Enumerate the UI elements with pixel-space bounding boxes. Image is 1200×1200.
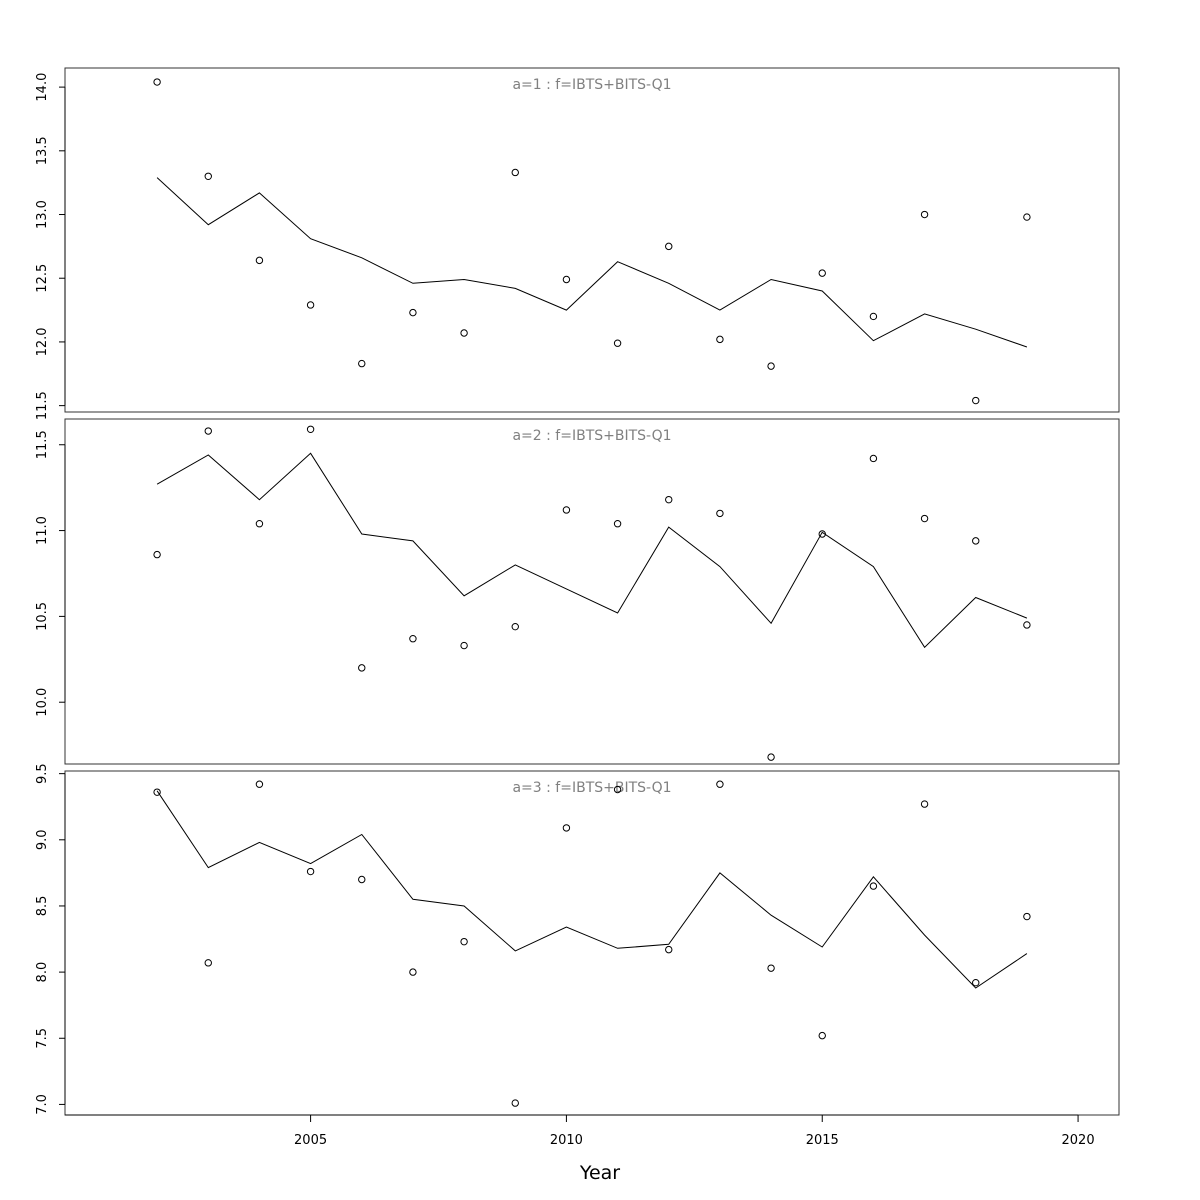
obs-point-1-2003 [204,172,212,180]
y-tick-label-1-2: 12.5 [35,264,50,293]
panel-frame-1 [64,67,1120,413]
y-tick-label-3-1: 7.5 [35,1028,50,1049]
obs-point-1-2002 [153,78,161,86]
obs-point-2-2012 [665,495,673,504]
y-tick-label-1-1: 12.0 [35,327,50,356]
obs-point-2-2006 [358,664,366,672]
obs-point-3-2002 [153,788,161,796]
obs-point-2-2016 [869,454,878,463]
obs-point-2-2013 [716,509,724,518]
obs-point-1-2015 [818,269,826,277]
obs-point-3-2010 [562,824,571,832]
obs-point-3-2007 [409,968,417,976]
obs-point-3-2004 [255,780,264,788]
fit-line-2 [156,452,1028,649]
y-tick-label-3-4: 9.0 [35,829,50,850]
y-tick-label-1-5: 14.0 [35,73,50,102]
panel-title-3: a=3 : f=IBTS+BITS-Q1 [512,780,671,796]
obs-point-2-2011 [613,520,622,528]
obs-point-3-2016 [869,882,878,890]
y-tick-label-3-5: 9.5 [35,763,50,784]
obs-point-1-2009 [511,168,519,177]
obs-point-3-2013 [716,780,724,788]
obs-point-1-2004 [255,256,264,265]
obs-point-1-2013 [716,335,724,344]
obs-point-2-2019 [1023,621,1031,629]
x-tick-label-2015: 2015 [806,1133,839,1148]
y-tick-label-1-3: 13.0 [35,200,50,229]
obs-point-1-2017 [920,210,929,219]
obs-point-1-2011 [613,339,622,347]
y-tick-label-1-0: 11.5 [35,391,50,420]
y-tick-label-3-0: 7.0 [35,1094,50,1115]
x-tick-label-2020: 2020 [1062,1133,1095,1148]
panel-frame-2 [64,418,1120,765]
obs-point-1-2016 [869,312,878,321]
panel-frame-3 [64,770,1120,1116]
obs-point-1-2007 [409,308,417,317]
obs-point-3-2006 [358,875,366,884]
y-tick-label-2-3: 11.5 [35,430,50,459]
obs-point-3-2003 [204,959,212,967]
panel-title-2: a=2 : f=IBTS+BITS-Q1 [512,428,671,444]
y-tick-label-3-3: 8.5 [35,896,50,917]
obs-point-3-2018 [972,978,980,987]
obs-point-3-2012 [665,945,673,954]
obs-point-1-2018 [972,396,980,405]
obs-point-1-2005 [306,301,315,309]
x-tick-label-2010: 2010 [550,1133,583,1148]
fit-line-3 [156,790,1028,989]
obs-point-3-2011 [613,785,622,794]
obs-point-2-2003 [204,427,212,435]
x-tick-label-2005: 2005 [294,1133,327,1148]
obs-point-3-2005 [306,867,315,876]
x-axis-title: Year [579,1162,620,1184]
obs-point-3-2014 [767,964,775,972]
y-tick-label-3-2: 8.0 [35,962,50,983]
obs-point-2-2010 [562,506,571,514]
obs-point-2-2004 [255,520,264,528]
obs-point-2-2008 [460,641,468,650]
obs-point-1-2014 [767,362,775,370]
obs-point-2-2017 [920,514,929,523]
panel-title-1: a=1 : f=IBTS+BITS-Q1 [512,77,671,93]
obs-point-1-2008 [460,329,468,337]
obs-point-2-2009 [511,622,519,631]
obs-point-3-2008 [460,937,468,946]
obs-point-3-2015 [818,1031,826,1040]
fit-line-1 [156,177,1028,348]
y-tick-label-2-0: 10.0 [35,688,50,717]
obs-point-2-2018 [972,537,980,545]
y-tick-label-2-1: 10.5 [35,602,50,631]
obs-point-3-2017 [920,800,929,808]
obs-point-2-2005 [306,425,315,433]
y-tick-label-2-2: 11.0 [35,516,50,545]
obs-point-2-2002 [153,550,161,559]
obs-point-1-2019 [1023,213,1031,221]
obs-point-3-2009 [511,1099,519,1107]
obs-point-1-2006 [358,359,366,368]
obs-point-1-2012 [665,242,673,251]
obs-point-2-2007 [409,635,417,643]
obs-point-3-2019 [1023,912,1031,921]
y-tick-label-1-4: 13.5 [35,136,50,165]
obs-point-1-2010 [562,275,571,284]
obs-point-2-2014 [767,753,775,761]
